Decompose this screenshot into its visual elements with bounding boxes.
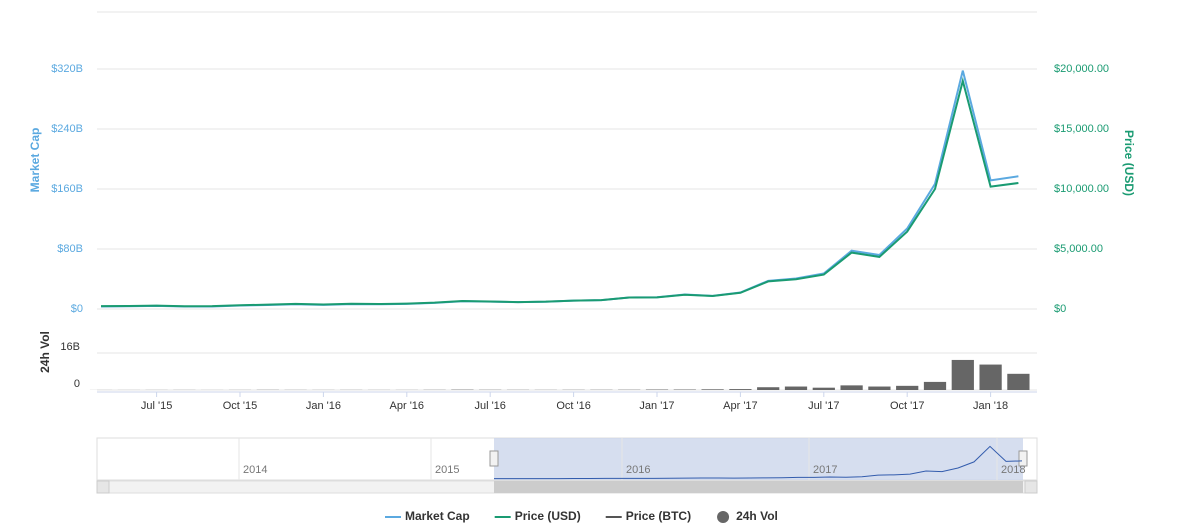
x-tick-label: Apr '17 [723, 400, 758, 412]
x-tick-label: Apr '16 [390, 400, 425, 412]
volume-bar [701, 389, 723, 390]
y-tick-label: $240B [51, 123, 83, 135]
volume-bar [868, 387, 890, 390]
legend-label[interactable]: Market Cap [405, 509, 470, 523]
vol-axis-title: 24h Vol [38, 331, 52, 373]
legend-symbol [717, 511, 729, 523]
navigator-selection[interactable] [494, 438, 1023, 480]
volume-bar [896, 386, 918, 390]
navigator-label: 2018 [1001, 464, 1025, 476]
x-tick-label: Jul '16 [474, 400, 505, 412]
legend-label[interactable]: Price (BTC) [626, 509, 691, 523]
volume-bar [757, 387, 779, 390]
legend-label[interactable]: Price (USD) [515, 509, 581, 523]
volume-bar [813, 388, 835, 390]
scrollbar-thumb[interactable] [494, 481, 1023, 493]
volume-bar [924, 382, 946, 390]
volume-bar [1007, 374, 1029, 390]
navigator-label: 2014 [243, 464, 267, 476]
volume-bar [979, 365, 1001, 390]
x-tick-label: Oct '16 [556, 400, 591, 412]
navigator-handle-left[interactable] [490, 451, 498, 466]
navigator-label: 2015 [435, 464, 459, 476]
scroll-left-button[interactable] [97, 481, 109, 493]
x-tick-label: Jul '17 [808, 400, 839, 412]
series-line [101, 81, 1018, 306]
y2-tick-label: $5,000.00 [1054, 243, 1103, 255]
y2-tick-label: $10,000.00 [1054, 183, 1109, 195]
y-tick-label: $160B [51, 183, 83, 195]
x-tick-label: Jan '16 [306, 400, 341, 412]
navigator-label: 2016 [626, 464, 650, 476]
x-tick-label: Jan '18 [973, 400, 1008, 412]
y-tick-label: $80B [57, 243, 83, 255]
y2-tick-label: $0 [1054, 303, 1066, 315]
y-axis-title: Market Cap [28, 128, 42, 193]
x-tick-label: Jul '15 [141, 400, 172, 412]
x-tick-label: Jan '17 [639, 400, 674, 412]
volume-bar [785, 387, 807, 390]
x-tick-label: Oct '17 [890, 400, 925, 412]
navigator-label: 2017 [813, 464, 837, 476]
y-tick-label: $0 [71, 303, 83, 315]
y2-tick-label: $15,000.00 [1054, 123, 1109, 135]
volume-bar [729, 389, 751, 390]
scroll-right-button[interactable] [1025, 481, 1037, 493]
vol-tick-label: 0 [74, 378, 80, 390]
legend-label[interactable]: 24h Vol [736, 509, 778, 523]
y2-tick-label: $20,000.00 [1054, 63, 1109, 75]
volume-bar [952, 360, 974, 390]
vol-tick-label: 16B [60, 341, 80, 353]
y2-axis-title: Price (USD) [1122, 130, 1136, 196]
volume-bar [840, 385, 862, 390]
y-tick-label: $320B [51, 63, 83, 75]
x-tick-label: Oct '15 [223, 400, 258, 412]
